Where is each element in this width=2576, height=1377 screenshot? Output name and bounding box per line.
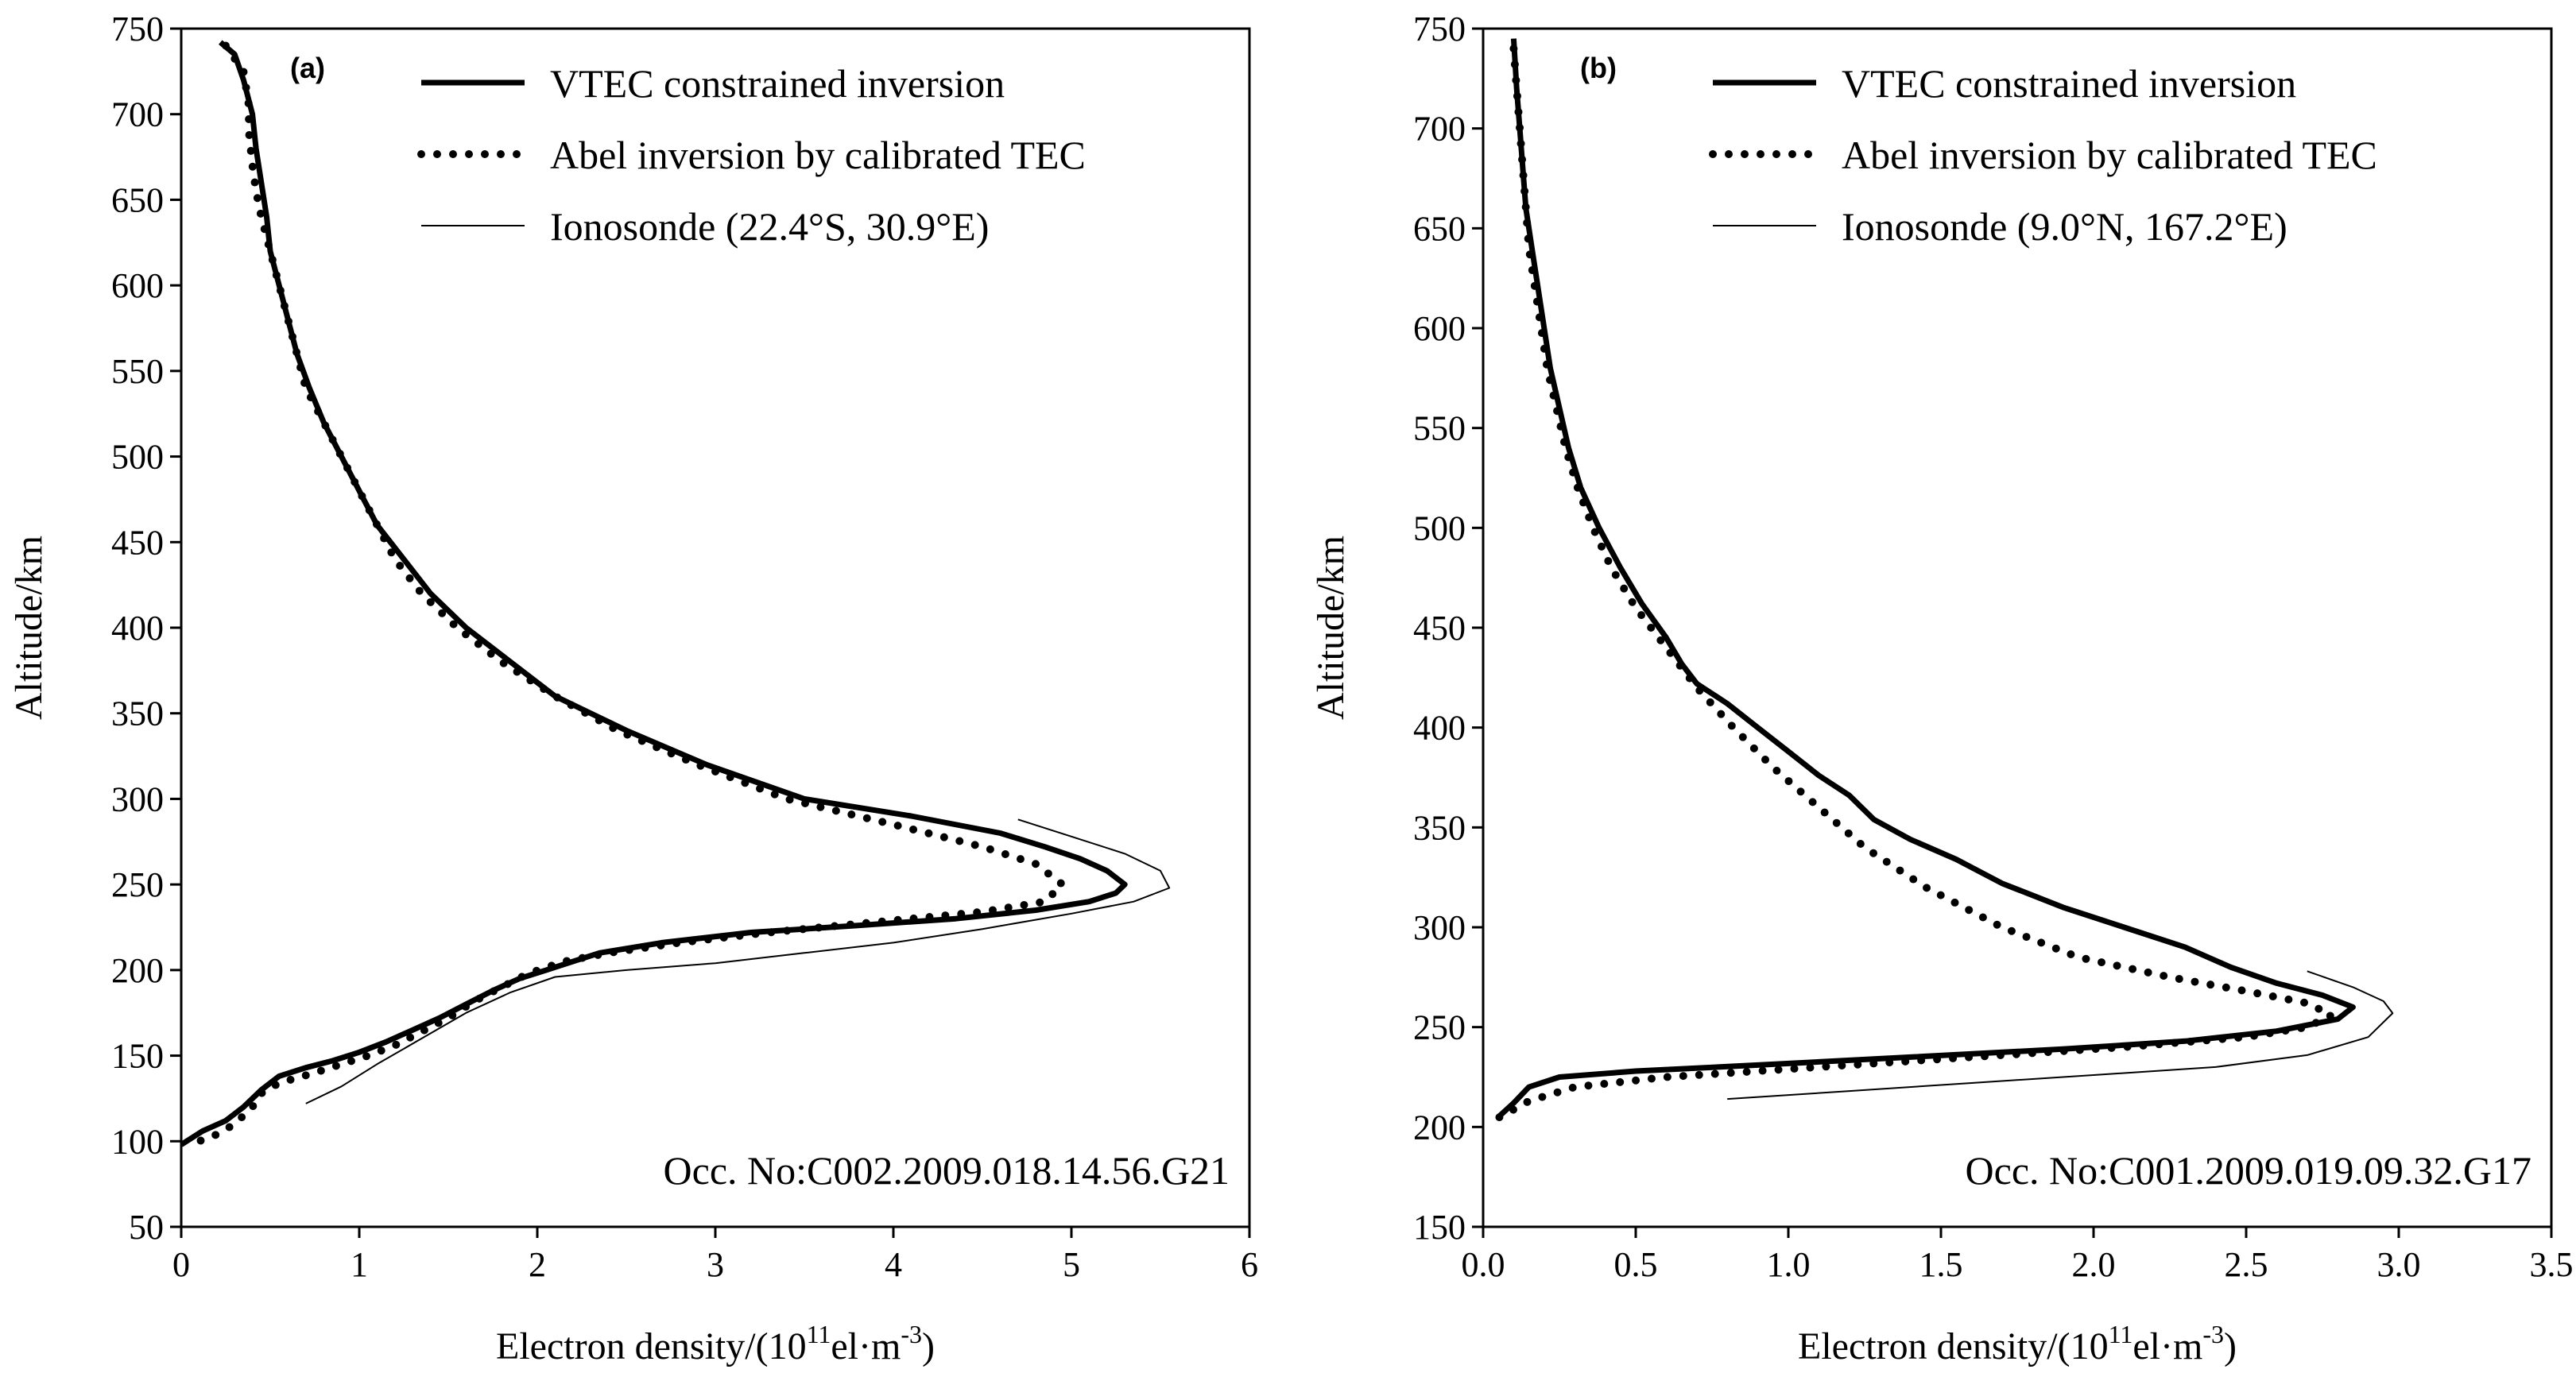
x-tick-label: 6 — [1241, 1245, 1258, 1284]
x-tick-label: 1.5 — [1919, 1245, 1963, 1284]
y-axis-title: Altitude/km — [1310, 536, 1352, 720]
y-tick-label: 100 — [111, 1122, 164, 1161]
x-tick-label: 0.0 — [1462, 1245, 1505, 1284]
legend-label-abel: Abel inversion by calibrated TEC — [1842, 133, 2377, 177]
y-tick-label: 500 — [1413, 509, 1466, 547]
x-tick-label: 3 — [707, 1245, 724, 1284]
y-tick-label: 300 — [1413, 908, 1466, 947]
y-tick-label: 200 — [1413, 1108, 1466, 1147]
series-line-abel — [195, 41, 1067, 1146]
legend-label-vtec: VTEC constrained inversion — [550, 61, 1005, 106]
y-tick-label: 300 — [111, 779, 164, 818]
legend-label-ionosonde: Ionosonde (9.0°N, 167.2°E) — [1842, 204, 2287, 249]
y-tick-label: 650 — [1413, 209, 1466, 248]
y-tick-label: 400 — [111, 609, 164, 648]
legend-label-abel: Abel inversion by calibrated TEC — [550, 133, 1086, 177]
x-tick-label: 4 — [885, 1245, 902, 1284]
legend-label-ionosonde: Ionosonde (22.4°S, 30.9°E) — [550, 204, 989, 249]
y-tick-label: 750 — [1413, 10, 1466, 48]
tick-labels: 0 1 2 3 4 5 6501001502002503003504004505005506… — [111, 10, 1258, 1284]
y-tick-label: 350 — [1413, 808, 1466, 847]
panel-b: 0.0 0.5 1.0 1.5 2.0 2.5 3.0 3.5 150 200 250 300 350 4… — [1310, 10, 2574, 1367]
x-tick-label: 2.0 — [2072, 1245, 2116, 1284]
y-tick-label: 550 — [1413, 409, 1466, 448]
y-tick-label: 450 — [111, 523, 164, 562]
y-tick-label: 400 — [1413, 709, 1466, 748]
y-tick-label: 750 — [111, 10, 164, 48]
legend: VTEC constrained inversion Abel inversio… — [1709, 61, 2377, 249]
panel-label: (b) — [1580, 52, 1617, 84]
tick-labels: 0.0 0.5 1.0 1.5 2.0 2.5 3.0 3.5 150 200 250 300 350 4… — [1413, 10, 2574, 1284]
y-tick-label: 600 — [1413, 309, 1466, 348]
y-tick-label: 250 — [111, 865, 164, 904]
y-tick-label: 650 — [111, 180, 164, 219]
x-axis-title: Electron density/(1011el·m-3) — [496, 1320, 935, 1367]
occultation-label: Occ. No:C001.2009.019.09.32.G17 — [1966, 1148, 2531, 1193]
panel-label: (a) — [290, 52, 325, 84]
x-tick-label: 3.5 — [2530, 1245, 2574, 1284]
y-tick-label: 600 — [111, 266, 164, 305]
y-tick-label: 700 — [1413, 110, 1466, 149]
x-tick-label: 3.0 — [2377, 1245, 2421, 1284]
x-tick-label: 2 — [529, 1245, 546, 1284]
y-tick-label: 550 — [111, 352, 164, 391]
series-line-ionosonde — [305, 818, 1171, 1104]
y-axis-title: Altitude/km — [8, 536, 50, 720]
x-tick-label: 2.5 — [2225, 1245, 2268, 1284]
x-tick-label: 0.5 — [1614, 1245, 1658, 1284]
axis-ticks — [170, 27, 1251, 1238]
x-tick-label: 1.0 — [1767, 1245, 1811, 1284]
series-line-vtec — [1496, 38, 2356, 1120]
y-tick-label: 50 — [129, 1208, 164, 1247]
y-tick-label: 200 — [111, 951, 164, 990]
x-axis-title: Electron density/(1011el·m-3) — [1798, 1320, 2237, 1367]
series-layer — [1488, 38, 2394, 1125]
y-tick-label: 150 — [1413, 1208, 1466, 1247]
y-tick-label: 150 — [111, 1037, 164, 1076]
y-tick-label: 450 — [1413, 609, 1466, 648]
y-tick-label: 700 — [111, 95, 164, 134]
x-tick-label: 0 — [172, 1245, 190, 1284]
y-tick-label: 250 — [1413, 1008, 1466, 1047]
series-line-abel — [1488, 44, 2336, 1125]
x-tick-label: 1 — [351, 1245, 368, 1284]
series-layer — [180, 40, 1171, 1147]
legend-label-vtec: VTEC constrained inversion — [1842, 61, 2296, 106]
occultation-label: Occ. No:C002.2009.018.14.56.G21 — [664, 1148, 1230, 1193]
panel-a: 0 1 2 3 4 5 6501001502002503003504004505005506… — [8, 10, 1258, 1367]
x-tick-label: 5 — [1063, 1245, 1080, 1284]
series-line-ionosonde — [1727, 970, 2394, 1100]
y-tick-label: 350 — [111, 694, 164, 733]
y-tick-label: 500 — [111, 438, 164, 477]
axis-ticks — [1472, 27, 2553, 1238]
legend: VTEC constrained inversion Abel inversio… — [417, 61, 1086, 249]
